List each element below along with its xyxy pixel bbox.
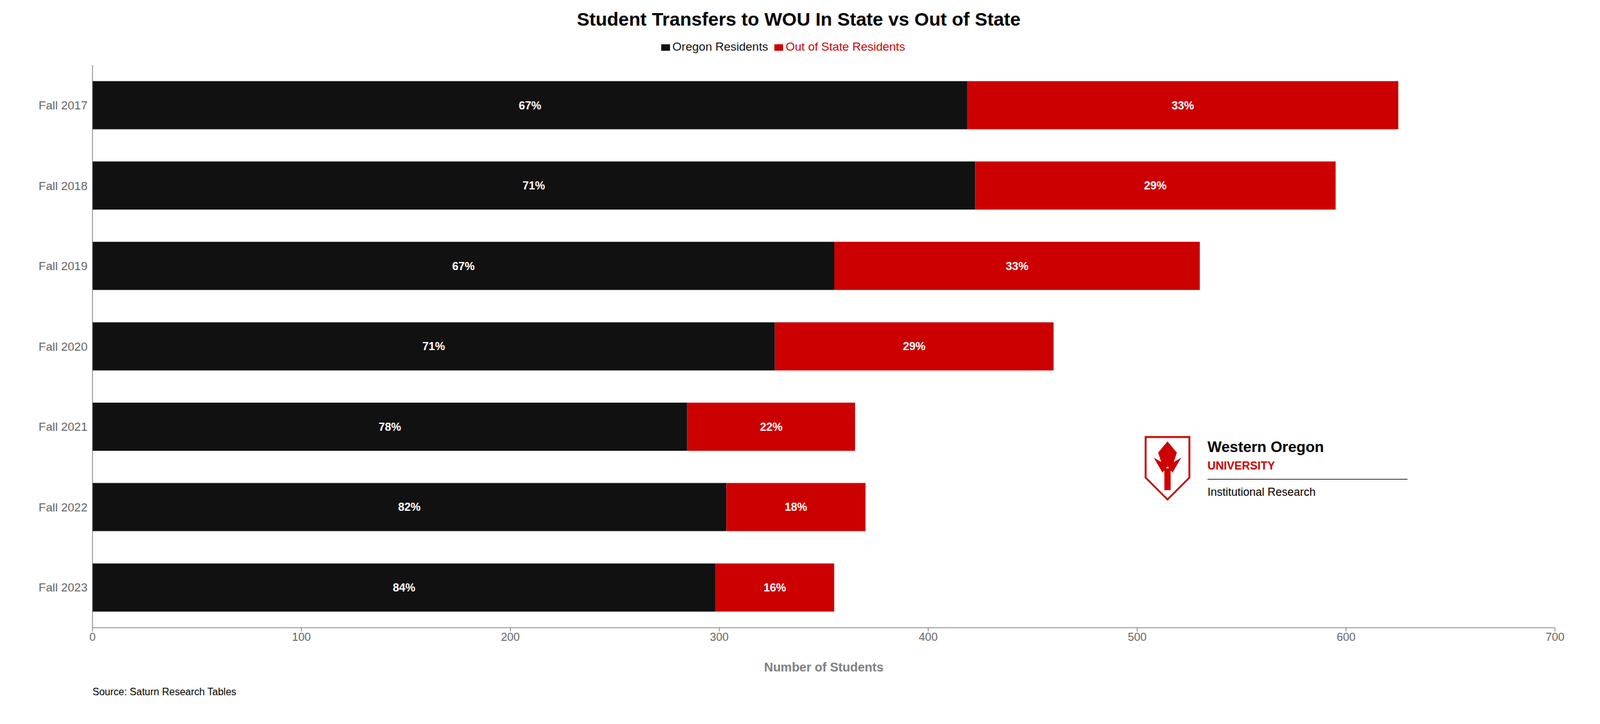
svg-text:22%: 22%	[760, 420, 783, 434]
html-text:Western Oregon: Western Oregon	[1207, 437, 1324, 455]
html-text:Source: Saturn Research Tables: Source: Saturn Research Tables	[92, 686, 237, 697]
svg-text:84%: 84%	[392, 581, 415, 594]
html-text:Institutional Research: Institutional Research	[1207, 485, 1316, 498]
svg-text:Fall 2019: Fall 2019	[38, 259, 88, 273]
svg-text:18%: 18%	[785, 500, 808, 514]
svg-text:78%: 78%	[378, 420, 402, 434]
svg-text:71%: 71%	[522, 179, 545, 192]
svg-text:300: 300	[710, 630, 729, 644]
svg-text:71%: 71%	[422, 340, 445, 353]
html-text:Out of State Residents: Out of State Residents	[785, 40, 906, 54]
svg-text:Fall 2020: Fall 2020	[38, 340, 88, 354]
svg-text:16%: 16%	[763, 581, 787, 594]
svg-text:Fall 2017: Fall 2017	[38, 98, 88, 112]
svg-text:Fall 2018: Fall 2018	[38, 179, 88, 193]
svg-text:700: 700	[1545, 630, 1565, 644]
svg-text:Number of Students: Number of Students	[763, 660, 884, 674]
svg-text:67%: 67%	[518, 99, 542, 112]
html-text:UNIVERSITY: UNIVERSITY	[1207, 459, 1275, 472]
svg-text:Fall 2022: Fall 2022	[38, 500, 88, 514]
svg-text:Fall 2023: Fall 2023	[38, 580, 88, 594]
svg-text:82%: 82%	[398, 500, 421, 514]
svg-text:29%: 29%	[1144, 179, 1167, 192]
svg-text:33%: 33%	[1005, 260, 1029, 273]
svg-text:Fall 2021: Fall 2021	[38, 420, 88, 434]
svg-text:67%: 67%	[452, 260, 475, 273]
html-text:Student Transfers to WOU In St: Student Transfers to WOU In State vs Out…	[576, 8, 1021, 30]
html-text:Oregon Residents: Oregon Residents	[672, 40, 769, 54]
svg-text:500: 500	[1127, 630, 1147, 644]
svg-text:100: 100	[291, 630, 311, 644]
svg-text:29%: 29%	[903, 340, 926, 353]
svg-text:0: 0	[89, 630, 96, 644]
svg-text:33%: 33%	[1171, 99, 1195, 112]
svg-text:600: 600	[1336, 630, 1356, 644]
svg-text:200: 200	[501, 630, 520, 644]
svg-text:400: 400	[918, 630, 938, 644]
